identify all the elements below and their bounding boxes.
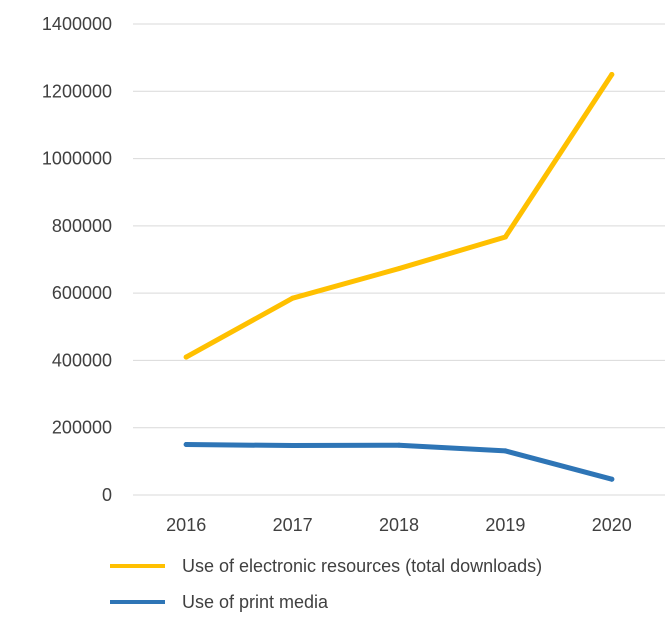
y-axis-tick-labels: 0 200000 400000 600000 800000 1000000 1200000 1… bbox=[42, 14, 112, 505]
x-tick-label: 2020 bbox=[592, 515, 632, 535]
y-tick-label: 600000 bbox=[52, 283, 112, 303]
series-lines bbox=[183, 71, 615, 482]
y-tick-label: 1200000 bbox=[42, 81, 112, 101]
gridlines bbox=[133, 23, 665, 496]
data-point-series-1 bbox=[183, 442, 189, 448]
legend-swatch-print bbox=[110, 600, 165, 604]
legend: Use of electronic resources (total downl… bbox=[110, 548, 542, 620]
line-chart: 0 200000 400000 600000 800000 1000000 1200000 1… bbox=[42, 14, 665, 535]
x-axis-tick-labels: 2016 2017 2018 2019 2020 bbox=[166, 515, 632, 535]
legend-swatch-electronic bbox=[110, 564, 165, 568]
legend-label-electronic: Use of electronic resources (total downl… bbox=[182, 555, 543, 576]
data-point-series-1 bbox=[290, 443, 296, 449]
data-point-series-0 bbox=[609, 71, 615, 77]
series-line-0 bbox=[183, 71, 615, 360]
x-tick-label: 2019 bbox=[485, 515, 525, 535]
legend-item-print: Use of print media bbox=[110, 584, 542, 620]
data-point-series-0 bbox=[502, 234, 508, 240]
x-tick-label: 2016 bbox=[166, 515, 206, 535]
legend-item-electronic: Use of electronic resources (total downl… bbox=[110, 548, 542, 584]
y-tick-label: 400000 bbox=[52, 350, 112, 370]
series-line-1 bbox=[183, 442, 615, 482]
y-tick-label: 0 bbox=[102, 485, 112, 505]
data-point-series-0 bbox=[183, 354, 189, 360]
y-tick-label: 200000 bbox=[52, 418, 112, 438]
y-tick-label: 1000000 bbox=[42, 149, 112, 169]
data-point-series-1 bbox=[396, 442, 402, 448]
x-tick-label: 2018 bbox=[379, 515, 419, 535]
data-point-series-0 bbox=[396, 266, 402, 272]
legend-label-print: Use of print media bbox=[182, 591, 329, 612]
y-tick-label: 1400000 bbox=[42, 14, 112, 34]
data-point-series-1 bbox=[609, 476, 615, 482]
y-tick-label: 800000 bbox=[52, 216, 112, 236]
x-tick-label: 2017 bbox=[273, 515, 313, 535]
data-point-series-0 bbox=[290, 295, 296, 301]
data-point-series-1 bbox=[502, 448, 508, 454]
